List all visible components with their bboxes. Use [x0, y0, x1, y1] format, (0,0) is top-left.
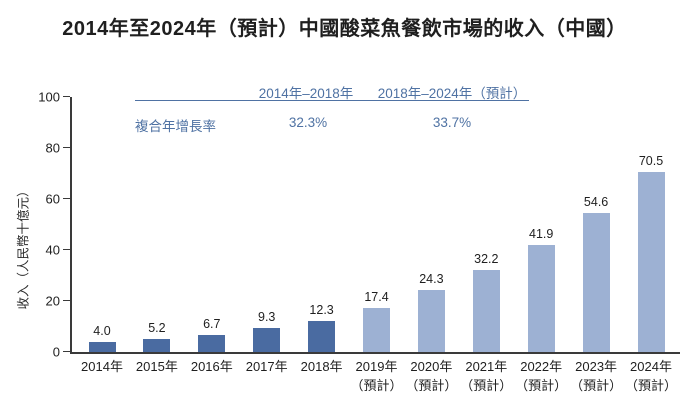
x-axis-sublabel: （預計） — [570, 378, 623, 393]
y-tick-label: 20 — [45, 293, 60, 309]
bar-2023年 — [582, 213, 610, 352]
bar-value-label: 17.4 — [364, 290, 389, 304]
y-tick-label: 40 — [45, 242, 60, 258]
x-axis-label: 2017年 — [245, 359, 288, 374]
x-axis-label: 2021年 （預計） — [460, 359, 513, 393]
y-tick-mark — [63, 300, 70, 301]
bar-value-label: 24.3 — [419, 272, 444, 286]
x-axis-sublabel: （預計） — [624, 378, 678, 393]
bar-value-label: 4.0 — [93, 324, 111, 338]
y-tick-mark — [63, 96, 70, 98]
y-axis-title: 收入（人民幣十億元） — [16, 184, 31, 310]
x-axis-label: 2023年 （預計） — [570, 359, 623, 393]
bar-value-label: 32.2 — [474, 252, 499, 266]
chart-title: 2014年至2024年（預計）中國酸菜魚餐飲市場的收入（中國） — [62, 18, 627, 40]
y-tick-label: 100 — [38, 89, 60, 105]
bar-value-label: 12.3 — [309, 303, 334, 317]
y-tick-label: 0 — [52, 344, 60, 360]
bar-2024年 — [637, 172, 665, 352]
x-axis-label: 2020年 （預計） — [405, 359, 458, 393]
x-axis-label: 2015年 — [135, 359, 178, 374]
y-tick-mark — [63, 351, 70, 352]
bar-value-label: 6.7 — [203, 317, 221, 331]
y-tick-mark — [63, 198, 70, 199]
cagr-row-label: 複合年增長率 — [135, 119, 216, 134]
bar-2018年 — [308, 321, 336, 352]
y-tick-mark — [63, 249, 70, 250]
bar-2014年 — [88, 342, 116, 352]
x-axis-sublabel: （預計） — [460, 378, 513, 393]
x-axis-sublabel: （預計） — [515, 378, 568, 393]
bar-2020年 — [417, 290, 445, 352]
x-axis-sublabel: （預計） — [405, 378, 458, 393]
bar-value-label: 70.5 — [638, 154, 664, 168]
bar-value-label: 9.3 — [257, 310, 276, 324]
cagr-divider-line — [135, 100, 529, 101]
cagr-period-2: 2018年–2024年（預計） — [377, 86, 527, 101]
bar-2019年 — [363, 308, 390, 352]
x-axis-label: 2022年 （預計） — [515, 359, 568, 393]
bar-2022年 — [527, 245, 555, 352]
bar-2017年 — [253, 328, 281, 352]
bar-2016年 — [198, 335, 226, 352]
y-tick-label: 80 — [45, 140, 60, 156]
cagr-period-1: 2014年–2018年 — [258, 86, 354, 101]
x-axis-label: 2016年 — [190, 359, 233, 374]
bar-2021年 — [472, 270, 500, 352]
bar-value-label: 5.2 — [148, 321, 166, 335]
cagr-value-1: 32.3% — [288, 115, 328, 130]
x-axis-label: 2019年 （預計） — [350, 359, 403, 393]
plot-area: 0 20 40 60 80 100 4.0 2014年 5.2 2015年 6.7 2016年 9.3 2… — [38, 90, 680, 393]
bar-2015年 — [143, 339, 171, 352]
y-tick-label: 60 — [45, 191, 60, 207]
x-axis-sublabel: （預計） — [350, 378, 403, 393]
x-axis-label: 2024年 （預計） — [624, 359, 678, 393]
x-axis-label: 2018年 — [300, 359, 343, 374]
cagr-value-2: 33.7% — [432, 115, 472, 130]
y-tick-mark — [63, 147, 70, 148]
bar-value-label: 54.6 — [583, 195, 609, 209]
x-axis-label: 2014年 — [81, 359, 123, 374]
bar-value-label: 41.9 — [529, 227, 554, 241]
